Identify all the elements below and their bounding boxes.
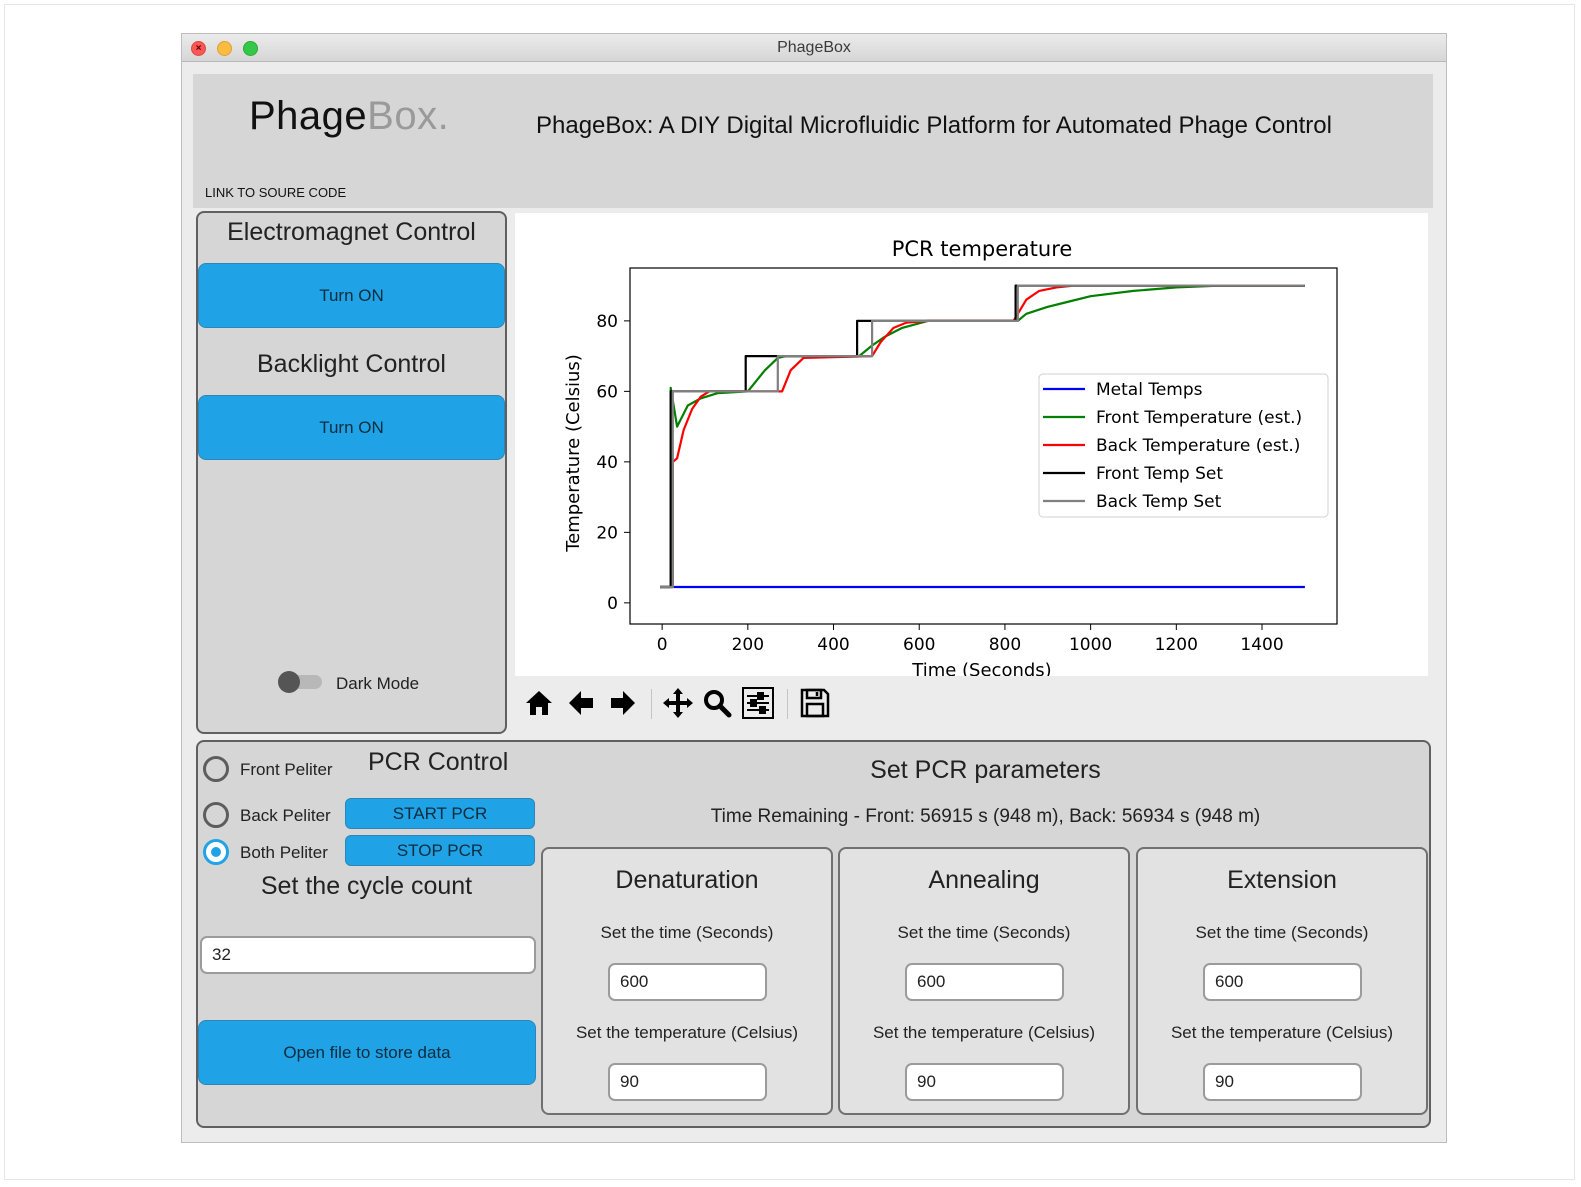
- close-window-icon[interactable]: ×: [191, 41, 206, 56]
- switch-knob: [278, 671, 300, 693]
- chart-canvas: PCR temperature Temperature (Celsius) Ti…: [515, 213, 1428, 681]
- extension-panel: Extension Set the time (Seconds) Set the…: [1136, 847, 1428, 1115]
- phagebox-logo: PhageBox.: [249, 94, 449, 139]
- series-line-2: [660, 284, 1305, 589]
- dark-mode-switch[interactable]: [278, 671, 322, 693]
- pcr-temperature-chart: PCR temperature Temperature (Celsius) Ti…: [563, 237, 1338, 681]
- temperature-label: Set the temperature (Celsius): [872, 1023, 1096, 1042]
- electromagnet-control-title: Electromagnet Control: [227, 218, 476, 246]
- y-tick-label: 60: [596, 382, 618, 402]
- control-panel: Electromagnet Control Turn ON Backlight …: [196, 211, 507, 734]
- pan-icon[interactable]: [660, 685, 696, 721]
- both-peltier-label: Both Peliter: [240, 843, 328, 862]
- header: PhageBox. PhageBox: A DIY Digital Microf…: [193, 74, 1433, 208]
- app-title: PhageBox: A DIY Digital Microfluidic Pla…: [536, 112, 1332, 139]
- screenshot-frame: [4, 4, 1575, 1180]
- series-line-4: [660, 284, 1305, 589]
- annealing-time-input[interactable]: [905, 963, 1064, 1001]
- x-tick-label: 200: [732, 635, 764, 655]
- source-code-link[interactable]: LINK TO SOURE CODE: [205, 185, 347, 200]
- open-file-button[interactable]: Open file to store data: [198, 1020, 536, 1085]
- x-axis-label: Time (Seconds): [911, 660, 1051, 676]
- pcr-parameters-title: Set PCR parameters: [870, 756, 1101, 784]
- zoom-window-icon[interactable]: [243, 41, 258, 56]
- x-tick-label: 600: [903, 635, 935, 655]
- extension-temperature-input[interactable]: [1203, 1063, 1362, 1101]
- front-peltier-radio[interactable]: [203, 756, 229, 782]
- backlight-toggle-button[interactable]: Turn ON: [198, 395, 505, 460]
- minimize-window-icon[interactable]: [217, 41, 232, 56]
- plot-frame: [629, 267, 1338, 625]
- pcr-control-panel: Front Peliter Back Peliter Both Peliter …: [196, 740, 1431, 1128]
- denaturation-temperature-input[interactable]: [608, 1063, 767, 1101]
- x-tick-label: 0: [657, 635, 668, 655]
- y-tick-label: 40: [596, 453, 618, 473]
- stage-title: Annealing: [928, 866, 1040, 894]
- time-label: Set the time (Seconds): [897, 923, 1071, 942]
- save-icon[interactable]: [797, 685, 833, 721]
- annealing-temperature-input[interactable]: [905, 1063, 1064, 1101]
- temperature-label: Set the temperature (Celsius): [1170, 1023, 1394, 1042]
- electromagnet-toggle-button[interactable]: Turn ON: [198, 263, 505, 328]
- title-bar: × PhageBox: [182, 34, 1446, 62]
- toolbar-separator: [787, 689, 788, 719]
- y-tick-label: 80: [596, 312, 618, 332]
- x-tick-label: 1000: [1069, 635, 1112, 655]
- axis-ticks: 0 200 400 600 800 1000 1200 1400 0 20 40 60 80: [596, 312, 1283, 655]
- backlight-control-title: Backlight Control: [257, 350, 446, 378]
- chart-title: PCR temperature: [892, 237, 1073, 261]
- series-line-1: [660, 284, 1305, 589]
- time-label: Set the time (Seconds): [600, 923, 774, 942]
- denaturation-time-input[interactable]: [608, 963, 767, 1001]
- cycle-count-input[interactable]: [200, 936, 536, 974]
- time-remaining-text: Time Remaining - Front: 56915 s (948 m),…: [710, 806, 1261, 827]
- x-tick-label: 1200: [1155, 635, 1198, 655]
- chart-legend: Metal Temps Front Temperature (est.) Back …: [1038, 373, 1329, 518]
- time-label: Set the time (Seconds): [1195, 923, 1369, 942]
- back-arrow-icon[interactable]: [563, 685, 599, 721]
- start-pcr-button[interactable]: START PCR: [345, 798, 535, 829]
- zoom-icon[interactable]: [699, 685, 735, 721]
- x-tick-label: 1400: [1240, 635, 1283, 655]
- back-peltier-radio[interactable]: [203, 802, 229, 828]
- legend-box: [1038, 373, 1329, 518]
- logo-main-text: Phage: [249, 94, 368, 138]
- app-window: × PhageBox PhageBox. PhageBox: A DIY Dig…: [181, 33, 1447, 1143]
- dark-mode-label: Dark Mode: [336, 674, 420, 693]
- extension-time-input[interactable]: [1203, 963, 1362, 1001]
- x-tick-label: 400: [817, 635, 849, 655]
- pcr-control-title: PCR Control: [368, 748, 509, 776]
- plot-area: [660, 284, 1305, 589]
- cycle-count-title: Set the cycle count: [260, 872, 473, 900]
- denaturation-panel: Denaturation Set the time (Seconds) Set …: [541, 847, 833, 1115]
- temperature-label: Set the temperature (Celsius): [575, 1023, 799, 1042]
- y-tick-label: 0: [607, 594, 618, 614]
- stop-pcr-button[interactable]: STOP PCR: [345, 835, 535, 866]
- x-tick-label: 800: [989, 635, 1021, 655]
- stage-title: Extension: [1227, 866, 1337, 894]
- both-peltier-radio[interactable]: [203, 839, 229, 865]
- legend-label: Metal Temps: [1096, 380, 1203, 400]
- stage-title: Denaturation: [615, 866, 759, 894]
- configure-subplots-icon[interactable]: [740, 685, 776, 721]
- legend-label: Back Temperature (est.): [1096, 436, 1300, 456]
- y-tick-label: 20: [596, 523, 618, 543]
- front-peltier-label: Front Peliter: [240, 760, 333, 779]
- toolbar-separator: [651, 689, 652, 719]
- back-peltier-label: Back Peliter: [240, 806, 331, 825]
- legend-label: Front Temp Set: [1096, 464, 1223, 484]
- annealing-panel: Annealing Set the time (Seconds) Set the…: [838, 847, 1130, 1115]
- legend-label: Front Temperature (est.): [1096, 408, 1302, 428]
- home-icon[interactable]: [521, 685, 557, 721]
- y-axis-label: Temperature (Celsius): [563, 354, 584, 553]
- legend-label: Back Temp Set: [1096, 492, 1222, 512]
- forward-arrow-icon[interactable]: [605, 685, 641, 721]
- window-title: PhageBox: [777, 39, 851, 56]
- plot-toolbar: [515, 679, 1428, 729]
- logo-secondary-text: Box.: [367, 94, 450, 138]
